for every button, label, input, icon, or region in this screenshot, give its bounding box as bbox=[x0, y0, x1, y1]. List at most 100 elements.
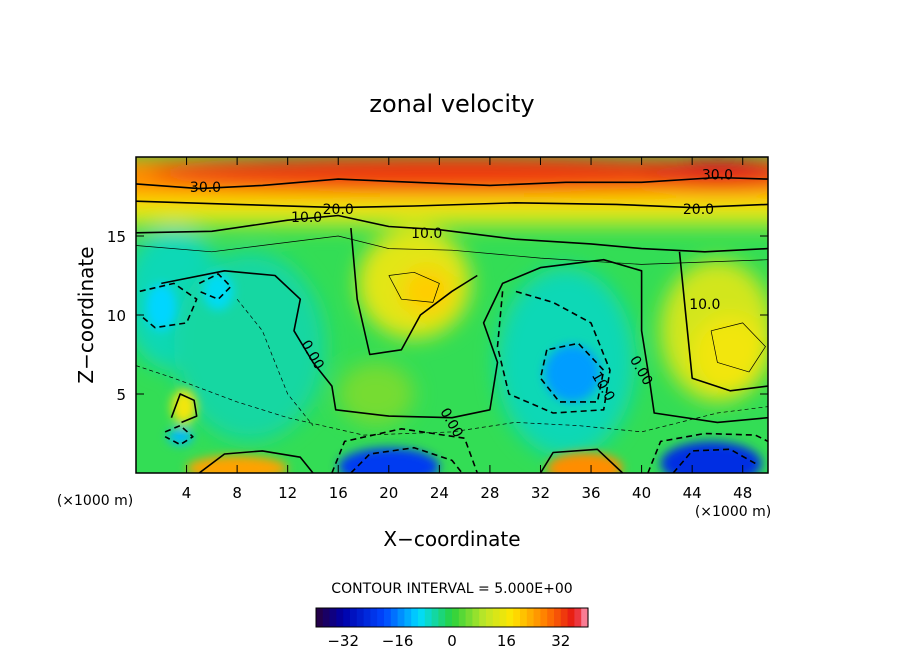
x-tick-label: 4 bbox=[182, 484, 192, 502]
contour-0 bbox=[161, 258, 768, 424]
left-cool-core bbox=[202, 272, 234, 311]
colorbar-ticks: −32 −16 0 16 32 bbox=[327, 632, 570, 650]
contour-10-central bbox=[350, 228, 478, 356]
contour-neg5 bbox=[496, 290, 611, 414]
contour-5 bbox=[136, 235, 768, 265]
contour-neg5-thin bbox=[136, 365, 768, 436]
colorbar-frame bbox=[315, 607, 589, 628]
contour-5-spot bbox=[170, 393, 198, 424]
contour-interval-text: CONTOUR INTERVAL = 5.000E+00 bbox=[331, 581, 572, 597]
contour-label: 10.0 bbox=[291, 210, 322, 226]
colorbar-segment bbox=[343, 608, 351, 627]
left-cool-core bbox=[146, 283, 177, 331]
colorbar-segment bbox=[540, 608, 548, 627]
contour-10 bbox=[136, 214, 768, 253]
bottom-cool-core bbox=[338, 447, 440, 473]
x-tick-label: 40 bbox=[632, 484, 651, 502]
colorbar-tick-label: −16 bbox=[382, 632, 414, 650]
colorbar-segment bbox=[526, 608, 535, 627]
colorbar-segment bbox=[438, 608, 446, 627]
colorbar-segment bbox=[479, 608, 487, 627]
mid-warm-patch bbox=[338, 362, 415, 426]
colorbar-segment bbox=[506, 608, 514, 627]
chart-title: zonal velocity bbox=[369, 90, 534, 118]
colorbar-segment bbox=[465, 608, 473, 627]
x-tick-label: 44 bbox=[683, 484, 702, 502]
contour-neg5-left bbox=[139, 282, 198, 329]
colorbar-segment bbox=[445, 608, 453, 627]
colorbar-segment bbox=[377, 608, 385, 627]
contour-30 bbox=[136, 176, 768, 190]
colorbar-segment bbox=[404, 608, 412, 627]
y-tick-label: 5 bbox=[116, 386, 126, 404]
right-warm-core bbox=[692, 315, 768, 394]
left-cool-spot bbox=[167, 428, 193, 445]
contour-label: 10.0 bbox=[689, 297, 720, 313]
contour-label: 30.0 bbox=[702, 167, 733, 183]
colorbar-segment bbox=[316, 608, 324, 627]
colorbar-segment bbox=[329, 608, 337, 627]
colorbar-tick-label: 0 bbox=[447, 632, 457, 650]
central-warm-core bbox=[401, 267, 452, 315]
colorbar-segment bbox=[574, 608, 582, 627]
x-tick-label: 32 bbox=[531, 484, 550, 502]
colorbar-segment bbox=[418, 608, 426, 627]
colorbar-segment bbox=[486, 608, 494, 627]
colorbar-segment bbox=[513, 608, 521, 627]
contour-neg10-bottom-right bbox=[672, 448, 756, 473]
colorbar-segment bbox=[356, 608, 365, 627]
contour-label: 10.0 bbox=[411, 226, 442, 242]
colorbar-tick-label: 16 bbox=[497, 632, 516, 650]
colorbar-segment bbox=[363, 608, 371, 627]
colorbar-segment bbox=[424, 608, 433, 627]
colorbar-segment bbox=[492, 608, 501, 627]
x-tick-label: 24 bbox=[430, 484, 449, 502]
x-tick-label: 16 bbox=[329, 484, 348, 502]
colorbar-segment bbox=[472, 608, 480, 627]
contour-5-bottom bbox=[198, 450, 314, 473]
colorbar-segment bbox=[370, 608, 378, 627]
y-tick-label: 15 bbox=[107, 228, 126, 246]
y-axis-ticks: 5 10 15 bbox=[107, 228, 768, 404]
colorbar-segment bbox=[499, 608, 507, 627]
colorbar-segment bbox=[520, 608, 528, 627]
x-tick-label: 28 bbox=[480, 484, 499, 502]
colorbar-segment bbox=[431, 608, 439, 627]
contour-neg5-bottom-right bbox=[647, 432, 768, 473]
x-tick-label: 12 bbox=[278, 484, 297, 502]
contour-neg5-thin-left bbox=[236, 298, 314, 426]
colorbar-segment bbox=[452, 608, 460, 627]
contour-neg5-spot bbox=[164, 424, 194, 446]
central-cool-core bbox=[544, 345, 600, 402]
contour-20 bbox=[136, 200, 768, 209]
contour-lines bbox=[136, 176, 768, 473]
plot-field: 30.030.020.0 20.010.010.010.00.000.000.00… bbox=[136, 157, 768, 473]
contour-neg5-bottom bbox=[331, 428, 479, 473]
colorbar bbox=[316, 608, 589, 627]
x-axis-ticks: 4 8 12 16 20 24 28 32 36 40 44 48 bbox=[182, 157, 752, 502]
contour-5-bottom-right bbox=[539, 448, 624, 473]
contour-10-right bbox=[678, 251, 768, 392]
contour-15-central bbox=[388, 271, 440, 303]
colorbar-segment bbox=[336, 608, 344, 627]
colorbar-segment bbox=[567, 608, 575, 627]
x-tick-label: 48 bbox=[733, 484, 752, 502]
colorbar-segment bbox=[458, 608, 467, 627]
contour-15-right bbox=[710, 322, 766, 373]
colorbar-tick-label: −32 bbox=[327, 632, 359, 650]
colorbar-segment bbox=[384, 608, 392, 627]
colorbar-tick-label: 32 bbox=[551, 632, 570, 650]
bottom-warm-core bbox=[546, 452, 623, 473]
contour-label: 20.0 bbox=[683, 202, 714, 218]
colorbar-segment bbox=[350, 608, 358, 627]
y-axis-label: Z−coordinate bbox=[74, 246, 98, 383]
colorbar-segment bbox=[397, 608, 405, 627]
x-tick-label: 20 bbox=[379, 484, 398, 502]
colorbar-segment bbox=[390, 608, 399, 627]
x-unit-left: (×1000 m) bbox=[57, 493, 133, 509]
y-tick-label: 10 bbox=[107, 307, 126, 325]
colorbar-segment bbox=[554, 608, 562, 627]
x-tick-label: 8 bbox=[232, 484, 242, 502]
x-tick-label: 36 bbox=[581, 484, 600, 502]
